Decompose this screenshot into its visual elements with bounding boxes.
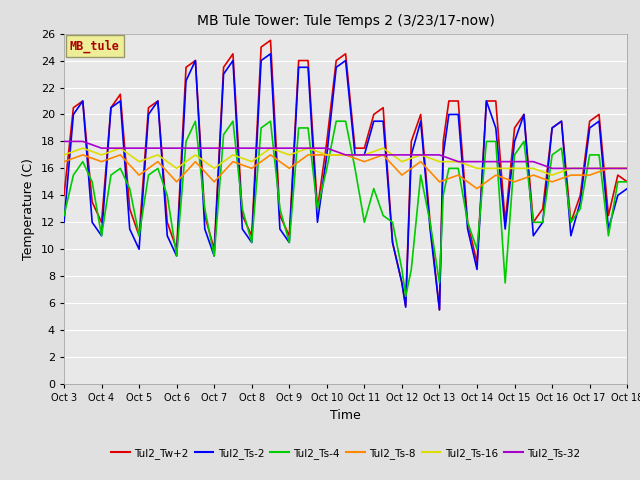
Y-axis label: Temperature (C): Temperature (C) bbox=[22, 158, 35, 260]
Legend: Tul2_Tw+2, Tul2_Ts-2, Tul2_Ts-4, Tul2_Ts-8, Tul2_Ts-16, Tul2_Ts-32: Tul2_Tw+2, Tul2_Ts-2, Tul2_Ts-4, Tul2_Ts… bbox=[107, 444, 584, 463]
X-axis label: Time: Time bbox=[330, 408, 361, 421]
Text: MB_tule: MB_tule bbox=[70, 39, 120, 53]
Title: MB Tule Tower: Tule Temps 2 (3/23/17-now): MB Tule Tower: Tule Temps 2 (3/23/17-now… bbox=[196, 14, 495, 28]
